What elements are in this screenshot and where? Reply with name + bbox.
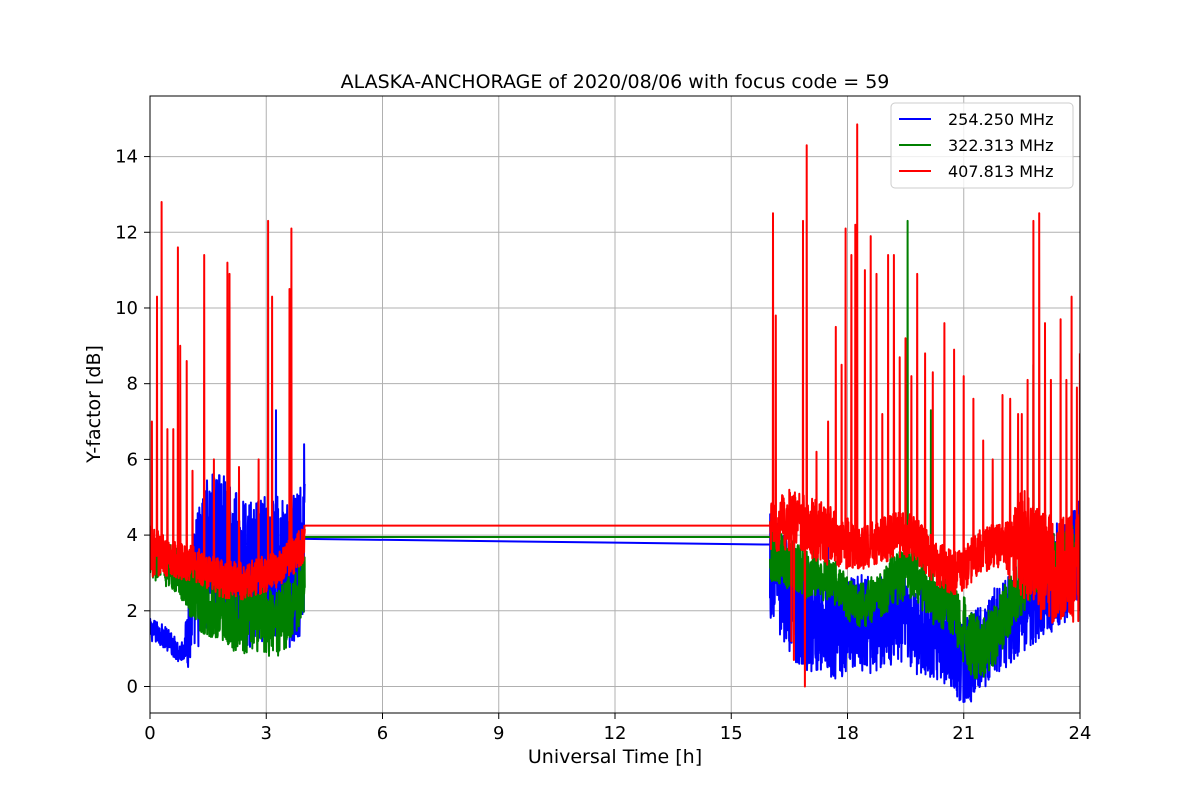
y-tick-label: 12: [115, 222, 138, 243]
series-line-3-segment-2: [769, 123, 1080, 688]
y-tick-label: 0: [127, 677, 138, 698]
series-3: [150, 123, 1080, 688]
y-axis-label: Y-factor [dB]: [83, 345, 105, 464]
x-tick-label: 18: [836, 723, 859, 744]
y-tick-label: 2: [127, 601, 138, 622]
y-tick-label: 8: [127, 374, 138, 395]
x-tick-label: 24: [1069, 723, 1092, 744]
y-tick-label: 6: [127, 449, 138, 470]
legend-box: [890, 102, 1074, 189]
chart-title: ALASKA-ANCHORAGE of 2020/08/06 with focu…: [341, 71, 890, 93]
series-gap-line-1: [304, 537, 771, 546]
legend-label-407: 407.813 MHz: [948, 162, 1053, 181]
x-axis-ticks: 0 3 6 9 12 15 18 21 24: [144, 713, 1091, 744]
series-line-3-segment-1: [150, 201, 306, 601]
x-tick-label: 12: [604, 723, 627, 744]
legend-label-322: 322.313 MHz: [948, 136, 1053, 155]
y-tick-label: 10: [115, 298, 138, 319]
legend-label-254: 254.250 MHz: [948, 110, 1053, 129]
x-tick-label: 0: [144, 723, 155, 744]
y-axis-ticks: 0 2 4 6 8 10 12 14: [115, 147, 150, 698]
series-layer: [150, 123, 1080, 703]
x-tick-label: 6: [377, 723, 388, 744]
y-tick-label: 14: [115, 147, 138, 168]
x-tick-label: 9: [493, 723, 504, 744]
legend: 254.250 MHz 322.313 MHz 407.813 MHz: [890, 102, 1074, 189]
x-tick-label: 21: [952, 723, 975, 744]
x-tick-label: 3: [261, 723, 272, 744]
x-tick-label: 15: [720, 723, 743, 744]
x-axis-label: Universal Time [h]: [528, 746, 702, 768]
plot-area: [150, 123, 1080, 703]
y-tick-label: 4: [127, 525, 138, 546]
